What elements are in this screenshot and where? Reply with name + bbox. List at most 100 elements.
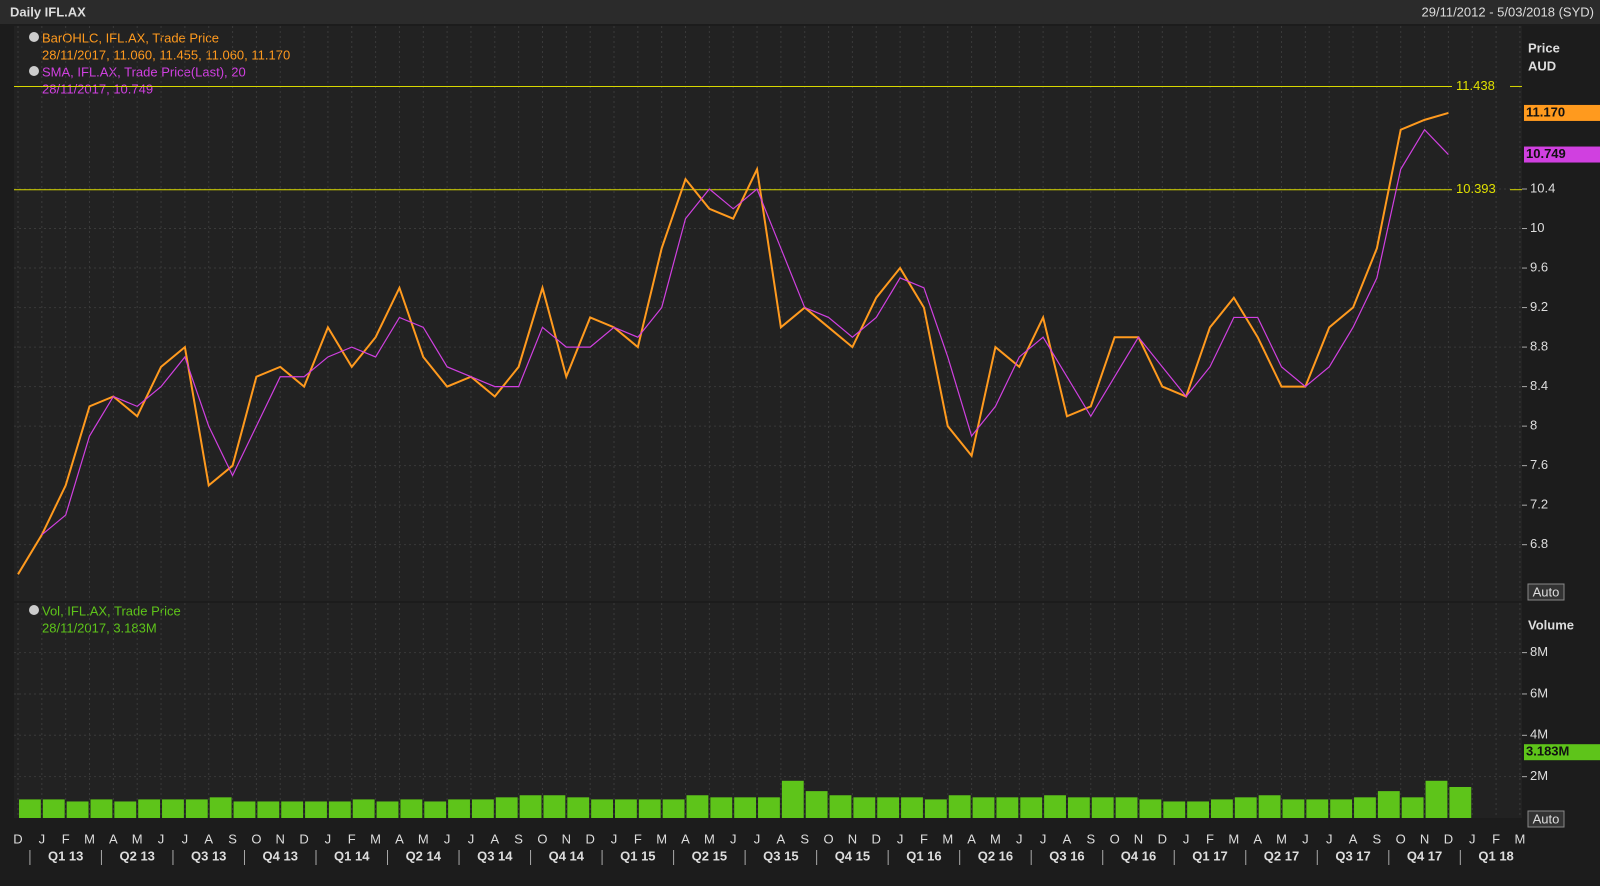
x-tick-label: M bbox=[1276, 831, 1287, 846]
volume-bar bbox=[591, 799, 613, 818]
legend-icon[interactable] bbox=[29, 605, 39, 615]
x-tick-label: M bbox=[942, 831, 953, 846]
volume-bar bbox=[638, 799, 661, 818]
volume-bar bbox=[924, 799, 947, 818]
volume-bar bbox=[1234, 797, 1257, 818]
last-value-label: 10.749 bbox=[1526, 146, 1566, 161]
volume-bar bbox=[829, 795, 852, 818]
quarter-label: Q3 16 bbox=[1049, 848, 1084, 863]
last-value-tag bbox=[1524, 146, 1600, 163]
legend-vol-last: 28/11/2017, 3.183M bbox=[42, 620, 157, 635]
header-bar bbox=[0, 0, 1600, 24]
volume-bar bbox=[305, 801, 327, 818]
volume-bar bbox=[1115, 797, 1138, 818]
volume-bar bbox=[209, 797, 232, 818]
quarter-label: Q4 16 bbox=[1121, 848, 1156, 863]
x-tick-label: S bbox=[1373, 831, 1382, 846]
volume-bar bbox=[519, 795, 542, 818]
volume-bar bbox=[114, 801, 137, 818]
volume-bar bbox=[662, 799, 685, 818]
volume-bar bbox=[162, 799, 184, 818]
x-tick-label: D bbox=[1158, 831, 1167, 846]
volume-bar bbox=[90, 799, 113, 818]
y-tick-label: 10 bbox=[1530, 220, 1544, 235]
price-panel bbox=[14, 26, 1522, 601]
volume-bar bbox=[257, 801, 280, 818]
x-tick-label: J bbox=[468, 831, 475, 846]
volume-bar bbox=[233, 801, 256, 818]
volume-bar bbox=[1425, 780, 1448, 818]
x-tick-label: N bbox=[562, 831, 571, 846]
legend-sma-last: 28/11/2017, 10.749 bbox=[42, 81, 153, 96]
x-tick-label: J bbox=[158, 831, 165, 846]
volume-bar bbox=[1306, 799, 1329, 818]
quarter-label: Q2 17 bbox=[1264, 848, 1299, 863]
x-tick-label: A bbox=[490, 831, 499, 846]
x-tick-label: D bbox=[872, 831, 881, 846]
quarter-label: Q3 14 bbox=[477, 848, 513, 863]
volume-bar bbox=[495, 797, 518, 818]
volume-bar bbox=[1020, 797, 1043, 818]
x-tick-label: N bbox=[1134, 831, 1143, 846]
x-tick-label: M bbox=[1514, 831, 1525, 846]
volume-bar bbox=[66, 801, 89, 818]
last-value-label: 11.170 bbox=[1526, 104, 1565, 119]
volume-bar bbox=[400, 799, 423, 818]
legend-ohlc: BarOHLC, IFL.AX, Trade Price bbox=[42, 30, 219, 45]
volume-bar bbox=[471, 799, 494, 818]
quarter-label: Q1 13 bbox=[48, 848, 83, 863]
legend-icon[interactable] bbox=[29, 32, 39, 42]
auto-button-label[interactable]: Auto bbox=[1533, 811, 1560, 826]
y-tick-label: 9.2 bbox=[1530, 299, 1548, 314]
volume-bar bbox=[42, 799, 65, 818]
x-tick-label: J bbox=[1326, 831, 1333, 846]
quarter-label: Q4 17 bbox=[1407, 848, 1442, 863]
x-tick-label: M bbox=[1228, 831, 1239, 846]
y2-tick-label: 4M bbox=[1530, 727, 1548, 742]
x-tick-label: M bbox=[990, 831, 1001, 846]
x-tick-label: J bbox=[611, 831, 618, 846]
volume-bar bbox=[948, 795, 971, 818]
volume-bar bbox=[1067, 797, 1090, 818]
x-tick-label: D bbox=[299, 831, 308, 846]
x-tick-label: D bbox=[13, 831, 22, 846]
quarter-label: Q4 13 bbox=[263, 848, 298, 863]
x-tick-label: N bbox=[1420, 831, 1429, 846]
chart-title: Daily IFL.AX bbox=[10, 4, 86, 19]
auto-button[interactable] bbox=[1527, 583, 1565, 601]
volume-bar bbox=[1211, 799, 1233, 818]
volume-bar bbox=[686, 795, 709, 818]
volume-bar bbox=[1044, 795, 1066, 818]
x-tick-label: J bbox=[1040, 831, 1047, 846]
x-tick-label: S bbox=[800, 831, 809, 846]
quarter-label: Q2 13 bbox=[119, 848, 154, 863]
volume-bar bbox=[1258, 795, 1281, 818]
x-tick-label: O bbox=[823, 831, 833, 846]
x-tick-label: A bbox=[1253, 831, 1262, 846]
axis-title: Volume bbox=[1528, 617, 1574, 632]
x-tick-label: J bbox=[897, 831, 904, 846]
level-label: 10.393 bbox=[1456, 181, 1496, 196]
x-tick-label: M bbox=[84, 831, 95, 846]
x-tick-label: A bbox=[967, 831, 976, 846]
quarter-label: Q1 18 bbox=[1478, 848, 1513, 863]
y-tick-label: 6.8 bbox=[1530, 536, 1548, 551]
quarter-label: Q4 14 bbox=[549, 848, 585, 863]
x-tick-label: F bbox=[1492, 831, 1500, 846]
auto-button[interactable] bbox=[1527, 810, 1565, 828]
legend-icon[interactable] bbox=[29, 66, 39, 76]
x-tick-label: O bbox=[251, 831, 261, 846]
volume-bar bbox=[567, 797, 590, 818]
volume-bar bbox=[1449, 786, 1472, 818]
y-tick-label: 9.6 bbox=[1530, 259, 1548, 274]
volume-bar bbox=[710, 797, 733, 818]
x-tick-label: J bbox=[754, 831, 761, 846]
auto-button-label[interactable]: Auto bbox=[1533, 584, 1560, 599]
x-tick-label: F bbox=[1206, 831, 1214, 846]
volume-bar bbox=[448, 799, 470, 818]
price-line bbox=[17, 111, 1449, 575]
x-tick-label: J bbox=[1469, 831, 1476, 846]
volume-bar bbox=[19, 799, 41, 818]
x-tick-label: A bbox=[395, 831, 404, 846]
